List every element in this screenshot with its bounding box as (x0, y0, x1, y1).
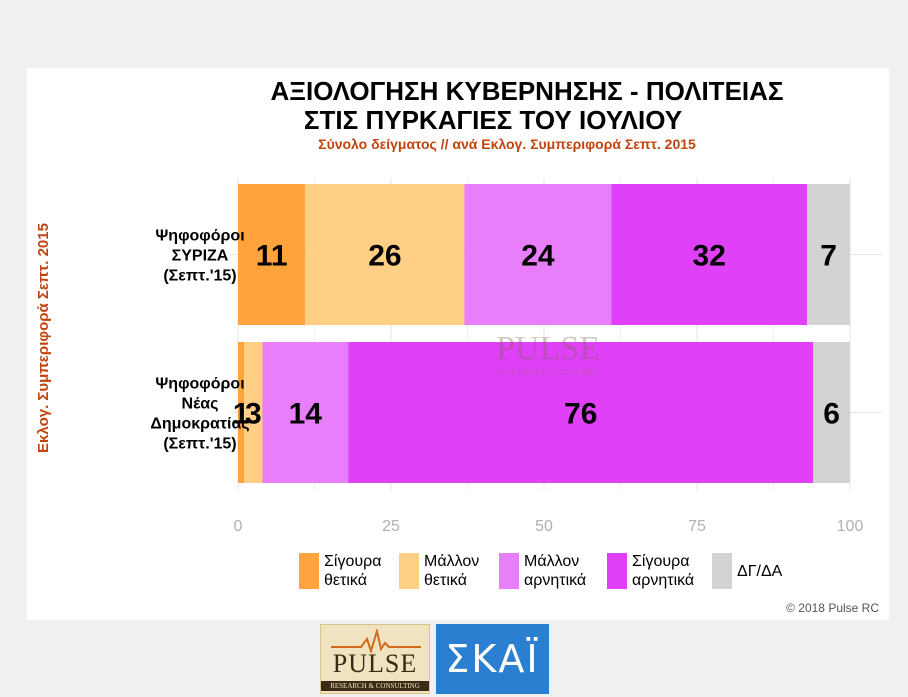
data-labels: 11 26 24 32 7 13 14 76 6 (233, 240, 840, 431)
data-label: 1 (233, 398, 250, 431)
watermark-word: PULSE (496, 330, 600, 367)
category-label: (Σεπτ.'15) (163, 268, 236, 285)
legend-item: Μάλλον αρνητικά (499, 553, 586, 589)
bar-segment (305, 184, 465, 325)
legend-label: Μάλλον (524, 553, 579, 570)
x-tick-label: 25 (382, 518, 400, 535)
legend-label: θετικά (424, 572, 467, 589)
legend-swatch (299, 553, 319, 589)
legend-item: Μάλλον θετικά (399, 553, 479, 589)
skai-logo: ΣΚΑΪ (436, 624, 549, 694)
bar-segment (244, 342, 263, 483)
category-label: ΣΥΡΙΖΑ (172, 248, 229, 265)
y-axis-label: Εκλογ. Συμπεριφορά Σεπτ. 2015 (35, 223, 52, 453)
pulse-logo: PULSE RESEARCH & CONSULTING (320, 624, 430, 694)
category-labels: Ψηφοφόροι ΣΥΡΙΖΑ (Σεπτ.'15) Ψηφοφόροι Νέας Δη… (150, 228, 249, 453)
x-tick-label: 0 (234, 518, 243, 535)
legend-label: ΔΓ/ΔΑ (737, 563, 783, 580)
category-label: Ψηφοφόροι (155, 228, 244, 245)
chart-title-line: ΣΤΙΣ ΠΥΡΚΑΓΙΕΣ ΤΟΥ ΙΟΥΛΙΟΥ (304, 105, 682, 135)
legend-label: αρνητικά (524, 572, 586, 589)
bar-segment (348, 342, 814, 483)
legend-item: ΔΓ/ΔΑ (712, 553, 783, 589)
category-label: (Σεπτ.'15) (163, 436, 236, 453)
pulse-watermark: PULSE RESEARCH & CONSULTING (478, 322, 618, 380)
legend-item: Σίγουρα αρνητικά (607, 553, 694, 589)
category-label: Δημοκρατίας (150, 416, 249, 433)
legend-swatch (399, 553, 419, 589)
legend-label: Σίγουρα (324, 553, 381, 570)
bar-segment (238, 342, 245, 483)
bar-segment (807, 184, 850, 325)
copyright-text: © 2018 Pulse RC (786, 601, 879, 615)
legend-swatch (607, 553, 627, 589)
x-tick-label: 100 (837, 518, 864, 535)
bar-segment (611, 184, 808, 325)
legend-swatch (499, 553, 519, 589)
x-tick-label: 50 (535, 518, 553, 535)
x-tick-labels: 0 25 50 75 100 (234, 518, 864, 535)
logos: PULSE RESEARCH & CONSULTING ΣΚΑΪ (320, 624, 550, 694)
watermark-sub: RESEARCH & CONSULTING (496, 368, 600, 377)
legend-label: Σίγουρα (632, 553, 689, 570)
data-label: 11 (256, 240, 288, 273)
legend-label: Μάλλον (424, 553, 479, 570)
legend-label: θετικά (324, 572, 367, 589)
legend-item: Σίγουρα θετικά (299, 553, 381, 589)
bars (238, 184, 850, 483)
legend: ΣίγουραθετικάΜάλλονθετικάΜάλλοναρνητικάΣ… (299, 553, 783, 589)
bar-segment (238, 184, 306, 325)
chart-panel: ΑΞΙΟΛΟΓΗΣΗ ΚΥΒΕΡΝΗΣΗΣ - ΠΟΛΙΤΕΙΑΣ ΣΤΙΣ ΠΥ… (27, 68, 889, 620)
category-label: Ψηφοφόροι (155, 376, 244, 393)
bar-segment (262, 342, 349, 483)
bar-segment (813, 342, 850, 483)
legend-label: αρνητικά (632, 572, 694, 589)
data-label: 24 (521, 240, 555, 273)
data-label: 7 (820, 240, 837, 273)
legend-swatch (712, 553, 732, 589)
x-tick-label: 75 (688, 518, 706, 535)
chart-subtitle: Σύνολο δείγματος // ανά Εκλογ. Συμπεριφο… (318, 136, 696, 152)
bar-segment (464, 184, 612, 325)
data-label: 32 (693, 240, 726, 273)
data-label: 76 (564, 398, 597, 431)
pulse-wave-icon (331, 629, 421, 653)
category-label: Νέας (182, 396, 219, 413)
data-label: 14 (289, 398, 323, 431)
pulse-logo-sub: RESEARCH & CONSULTING (321, 681, 429, 691)
pulse-logo-word: PULSE (332, 649, 418, 678)
data-label: 3 (245, 398, 262, 431)
data-label: 6 (823, 398, 840, 431)
chart-title-line: ΑΞΙΟΛΟΓΗΣΗ ΚΥΒΕΡΝΗΣΗΣ - ΠΟΛΙΤΕΙΑΣ (270, 76, 783, 106)
data-label: 26 (368, 240, 401, 273)
